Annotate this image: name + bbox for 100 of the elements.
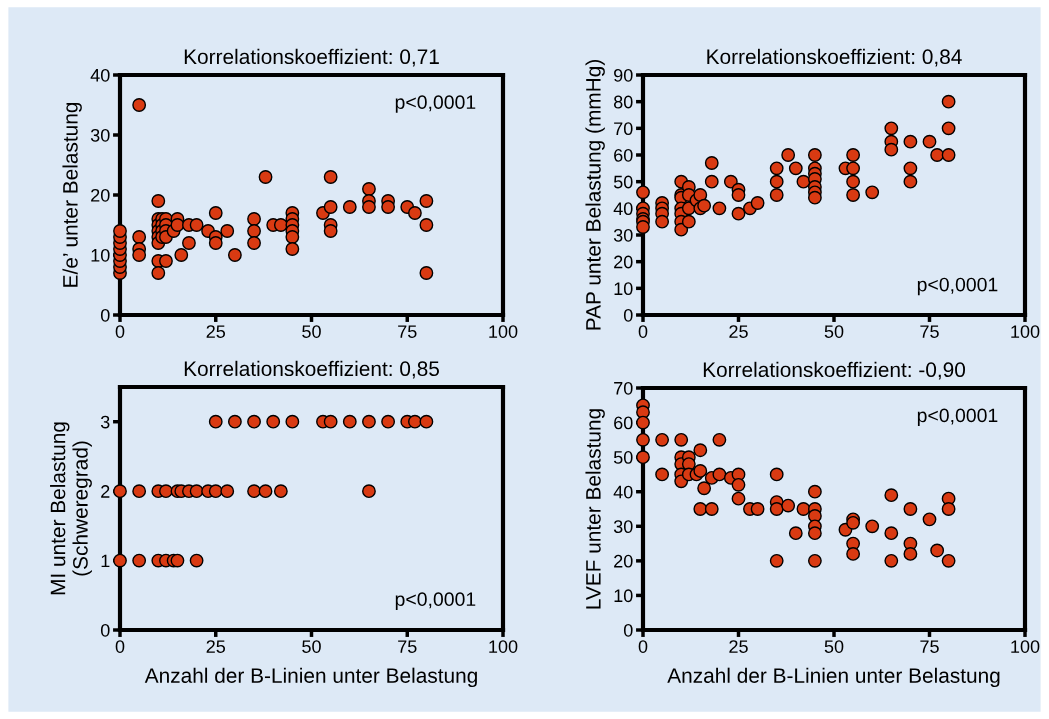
point	[807, 484, 822, 499]
x-tick-label: 75	[920, 325, 939, 338]
point	[159, 484, 173, 499]
y-tick-label: 70	[614, 381, 633, 395]
point	[704, 502, 719, 516]
y-axis-title: PAP unter Belastung (mmHg)	[585, 60, 605, 330]
y-axis-title: E/e’ unter Belastung	[62, 102, 82, 287]
y-tick-label: 20	[91, 188, 110, 202]
point	[323, 414, 338, 429]
point	[769, 553, 784, 568]
annotation: p<0,0001	[395, 592, 476, 610]
point	[903, 547, 918, 561]
y-tick-label: 40	[613, 485, 633, 499]
point	[189, 553, 204, 568]
point	[342, 414, 357, 429]
annotation: p<0,0001	[917, 277, 998, 296]
y-tick-label: 40	[613, 202, 633, 216]
point	[655, 432, 670, 447]
y-tick-label: 2	[101, 485, 110, 498]
point	[227, 414, 242, 429]
chart-title: Korrelationskoeffizient: 0,84	[707, 48, 962, 67]
y-tick-label: 0	[623, 308, 633, 322]
y-tick-label: 40	[90, 68, 110, 82]
point	[807, 526, 822, 541]
y-axis-title: LVEF unter Belastung	[585, 409, 605, 609]
point	[189, 484, 204, 499]
point	[865, 519, 880, 534]
point	[807, 553, 822, 568]
y-axis-title: MI unter Belastung (Schweregrad)	[50, 422, 92, 595]
point	[266, 414, 281, 429]
point	[636, 415, 650, 430]
point	[796, 502, 811, 516]
point	[381, 414, 396, 429]
point	[362, 484, 376, 499]
y-tick-label: 10	[91, 248, 110, 262]
x-axis-title: Anzahl der B-Linien unter Belastung	[667, 667, 1000, 688]
point	[712, 432, 727, 447]
x-tick-label: 25	[729, 325, 748, 338]
y-tick-label: 80	[613, 95, 633, 109]
y-tick-label: 10	[614, 282, 633, 296]
y-tick-label: 20	[614, 255, 633, 269]
point	[884, 553, 899, 568]
x-tick-label: 100	[489, 325, 518, 338]
y-tick-label: 30	[613, 520, 633, 534]
point	[731, 491, 746, 506]
y-tick-label: 30	[613, 228, 633, 242]
point	[655, 467, 670, 482]
x-tick-label: 100	[1011, 640, 1040, 653]
chart-title: Korrelationskoeffizient: 0,85	[184, 360, 439, 379]
point	[693, 464, 708, 478]
point	[408, 414, 422, 429]
point	[285, 414, 300, 429]
point	[170, 553, 185, 568]
y-tick-label: 60	[614, 416, 633, 430]
x-tick-label: 50	[824, 640, 844, 653]
point	[419, 414, 434, 429]
y-tick-label: 60	[614, 148, 633, 162]
point	[769, 502, 784, 516]
y-tick-label: 90	[614, 68, 633, 82]
y-tick-label: 20	[614, 554, 633, 568]
point	[788, 526, 803, 541]
x-tick-label: 25	[206, 325, 226, 338]
point	[769, 467, 784, 482]
point	[884, 526, 899, 541]
x-tick-label: 0	[638, 640, 648, 653]
x-tick-label: 100	[489, 640, 518, 653]
point	[941, 553, 956, 568]
point	[258, 484, 273, 499]
x-tick-label: 75	[398, 640, 417, 653]
chart-title: Korrelationskoeffizient: 0,71	[184, 48, 439, 67]
point	[247, 484, 261, 499]
point	[273, 484, 288, 499]
point	[132, 553, 147, 568]
point	[208, 484, 223, 499]
x-tick-label: 0	[115, 325, 125, 338]
y-tick-label: 0	[100, 623, 110, 637]
y-tick-label: 0	[100, 308, 110, 322]
x-tick-label: 50	[824, 325, 844, 338]
point	[930, 543, 945, 558]
point	[362, 414, 376, 429]
point	[674, 432, 689, 447]
point	[220, 484, 235, 499]
y-tick-label: 30	[90, 128, 110, 142]
y-tick-label: 70	[614, 122, 633, 136]
point	[113, 484, 127, 499]
point	[712, 467, 727, 482]
x-tick-label: 50	[302, 640, 321, 653]
x-axis-title: Anzahl der B-Linien unter Belastung	[144, 667, 477, 688]
point	[846, 547, 861, 561]
annotation: p<0,0001	[917, 408, 998, 427]
x-tick-label: 0	[115, 640, 125, 653]
point	[941, 502, 956, 516]
point	[132, 484, 147, 499]
y-tick-label: 10	[614, 589, 633, 603]
point	[903, 502, 918, 516]
y-tick-label: 1	[101, 554, 110, 568]
x-tick-label: 0	[638, 325, 648, 338]
point	[922, 512, 937, 527]
x-tick-label: 100	[1011, 325, 1040, 338]
x-tick-label: 25	[729, 640, 748, 653]
